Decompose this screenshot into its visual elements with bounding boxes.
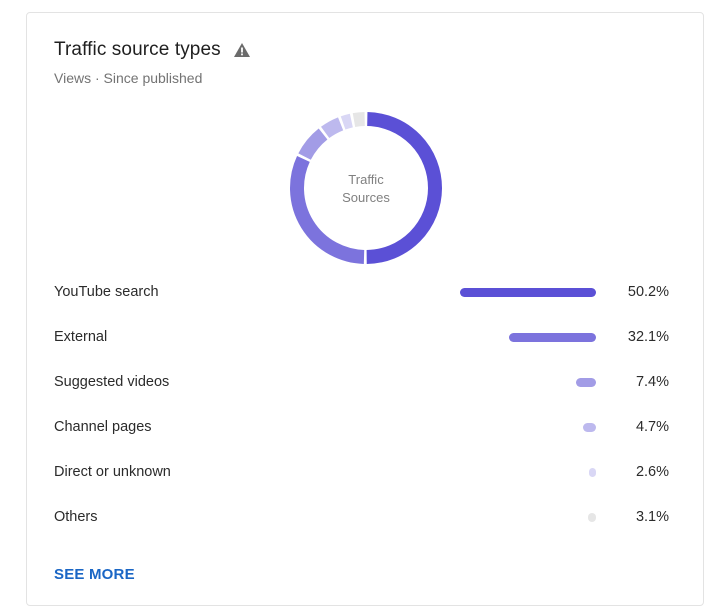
card-subtitle: Views · Since published xyxy=(54,70,203,86)
donut-slice xyxy=(290,156,365,264)
traffic-source-row: YouTube search 50.2% xyxy=(27,271,705,316)
donut-center-line2: Sources xyxy=(342,190,390,205)
traffic-source-percent: 50.2% xyxy=(627,284,669,300)
donut-center-label: Traffic Sources xyxy=(286,171,446,207)
traffic-source-row: Direct or unknown 2.6% xyxy=(27,451,705,496)
traffic-source-bar xyxy=(575,378,596,387)
traffic-source-bar xyxy=(460,288,596,297)
see-more-button[interactable]: SEE MORE xyxy=(54,566,135,583)
traffic-source-label: YouTube search xyxy=(54,284,159,300)
traffic-source-label: Channel pages xyxy=(54,419,152,435)
donut-slice xyxy=(321,117,344,139)
donut-slice xyxy=(352,112,365,127)
donut-slice xyxy=(340,113,353,130)
traffic-source-label: Others xyxy=(54,509,98,525)
traffic-source-bar xyxy=(587,513,596,522)
traffic-source-bar xyxy=(588,468,596,477)
card-title: Traffic source types xyxy=(54,39,221,60)
donut-slice xyxy=(366,112,443,264)
traffic-source-percent: 32.1% xyxy=(627,329,669,345)
traffic-source-bar xyxy=(509,333,596,342)
card-header: Traffic source types xyxy=(54,39,251,61)
traffic-source-label: Suggested videos xyxy=(54,374,170,390)
traffic-source-row: External 32.1% xyxy=(27,316,705,361)
traffic-source-label: Direct or unknown xyxy=(54,464,171,480)
traffic-source-list: YouTube search 50.2% External 32.1% Suggeste… xyxy=(27,271,705,541)
traffic-source-percent: 2.6% xyxy=(635,464,669,480)
traffic-source-row: Channel pages 4.7% xyxy=(27,406,705,451)
donut-center-line1: Traffic xyxy=(348,172,384,187)
traffic-donut-chart xyxy=(290,112,443,264)
traffic-source-row: Suggested videos 7.4% xyxy=(27,361,705,406)
traffic-source-row: Others 3.1% xyxy=(27,496,705,541)
traffic-source-label: External xyxy=(54,329,108,345)
traffic-source-percent: 3.1% xyxy=(635,509,669,525)
warning-icon[interactable] xyxy=(233,42,251,58)
traffic-source-bar xyxy=(583,423,596,432)
traffic-source-percent: 4.7% xyxy=(635,419,669,435)
traffic-source-percent: 7.4% xyxy=(635,374,669,390)
donut-slice xyxy=(298,128,328,161)
traffic-source-card: Traffic source types Views · Since publi… xyxy=(26,12,704,606)
